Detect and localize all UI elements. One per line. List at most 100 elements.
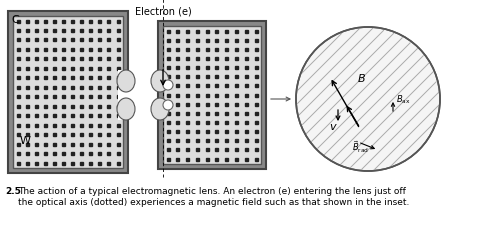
Bar (255, 40, 257, 42)
Bar (215, 48, 218, 51)
Bar (107, 68, 110, 70)
Bar (35, 152, 38, 156)
Bar (255, 94, 257, 97)
Bar (26, 115, 29, 118)
Bar (215, 112, 218, 115)
Bar (16, 39, 19, 42)
Bar (107, 96, 110, 99)
Bar (98, 115, 101, 118)
Bar (176, 48, 179, 51)
Bar (80, 49, 83, 52)
Bar (16, 152, 19, 156)
Bar (89, 39, 92, 42)
Bar (255, 30, 257, 33)
Bar (186, 30, 189, 33)
Bar (107, 162, 110, 165)
Bar (62, 96, 65, 99)
Bar (206, 48, 209, 51)
Bar (225, 40, 228, 42)
Bar (80, 20, 83, 24)
Bar (186, 48, 189, 51)
Circle shape (163, 81, 173, 91)
Bar (26, 68, 29, 70)
Bar (44, 152, 47, 156)
Bar (107, 134, 110, 136)
Bar (255, 58, 257, 61)
Bar (255, 48, 257, 51)
Bar (255, 67, 257, 70)
Bar (235, 140, 238, 143)
Bar (166, 112, 169, 115)
Bar (225, 149, 228, 152)
Bar (166, 85, 169, 88)
Ellipse shape (117, 98, 135, 120)
Bar (26, 105, 29, 108)
Bar (235, 94, 238, 97)
Bar (166, 40, 169, 42)
Bar (225, 58, 228, 61)
Bar (16, 68, 19, 70)
Bar (53, 143, 56, 146)
Bar (166, 122, 169, 124)
Bar (117, 30, 120, 33)
Bar (62, 39, 65, 42)
Bar (176, 94, 179, 97)
Bar (89, 152, 92, 156)
Bar (196, 122, 199, 124)
Bar (255, 140, 257, 143)
Bar (196, 58, 199, 61)
Bar (62, 30, 65, 33)
Bar (225, 158, 228, 161)
Bar (107, 30, 110, 33)
Bar (225, 85, 228, 88)
Bar (44, 77, 47, 80)
Bar (215, 67, 218, 70)
Bar (196, 76, 199, 79)
Bar (44, 30, 47, 33)
Text: $\vec{B}_{\mathregular{rad}}$: $\vec{B}_{\mathregular{rad}}$ (352, 140, 369, 155)
Bar (35, 134, 38, 136)
Bar (206, 30, 209, 33)
Bar (62, 86, 65, 90)
Bar (166, 140, 169, 143)
Bar (89, 68, 92, 70)
Bar (215, 122, 218, 124)
Bar (80, 39, 83, 42)
Bar (206, 130, 209, 134)
Bar (166, 94, 169, 97)
Bar (176, 158, 179, 161)
Bar (176, 67, 179, 70)
Bar (62, 105, 65, 108)
Bar (35, 143, 38, 146)
Bar (118, 71, 148, 120)
Bar (89, 49, 92, 52)
Bar (245, 149, 248, 152)
Bar (196, 40, 199, 42)
Bar (225, 94, 228, 97)
Bar (166, 149, 169, 152)
Bar (26, 152, 29, 156)
Bar (62, 77, 65, 80)
Bar (44, 143, 47, 146)
Bar (89, 58, 92, 61)
Bar (196, 48, 199, 51)
Bar (166, 48, 169, 51)
Bar (215, 130, 218, 134)
Bar (235, 149, 238, 152)
Bar (196, 30, 199, 33)
Bar (71, 124, 74, 127)
Bar (80, 143, 83, 146)
Circle shape (163, 100, 173, 110)
Bar (16, 77, 19, 80)
Bar (245, 140, 248, 143)
Bar (215, 58, 218, 61)
Bar (98, 124, 101, 127)
Bar (80, 58, 83, 61)
Text: The action of a typical electromagnetic lens. An electron (e) entering the lens : The action of a typical electromagnetic … (18, 186, 406, 195)
Bar (235, 30, 238, 33)
Bar (35, 86, 38, 90)
Bar (196, 85, 199, 88)
Text: the optical axis (dotted) experiences a magnetic field such as that shown in the: the optical axis (dotted) experiences a … (18, 197, 409, 206)
Bar (166, 130, 169, 134)
Bar (53, 124, 56, 127)
